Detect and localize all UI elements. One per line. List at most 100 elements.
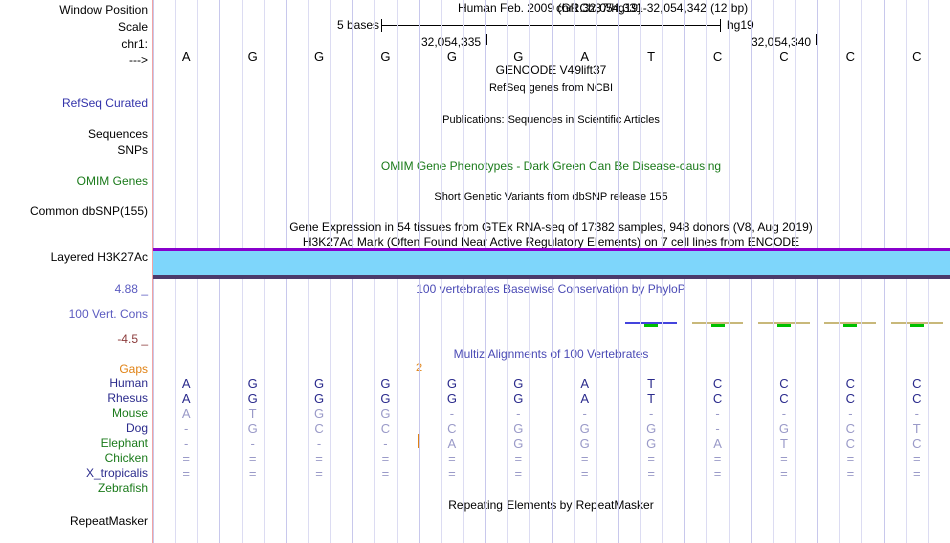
track-title-dbsnp: Short Genetic Variants from dbSNP releas… [434,191,668,203]
label-scale: Scale [117,20,148,34]
alignment-cell: = [912,451,921,466]
coord-left-label: 32,054,335 [421,35,482,49]
conservation-highlight [644,324,659,327]
alignment-cell: A [580,391,590,406]
alignment-cell: G [646,436,657,451]
alignment-cell: C [779,391,789,406]
label-chrom: chr1: [121,37,148,51]
conservation-highlight [710,324,725,327]
sequence-base: A [181,49,191,64]
alignment-cell: A [181,376,191,391]
alignment-cell: = [846,466,855,481]
track-title-gtex: Gene Expression in 54 tissues from GTEx … [289,220,813,234]
alignment-cell: - [184,436,189,451]
alignment-cell: = [381,451,390,466]
alignment-cell: G [380,391,391,406]
alignment-cell: G [778,421,790,436]
alignment-cell: = [448,466,456,481]
alignment-cell: = [580,451,589,466]
alignment-cell: - [250,436,255,451]
alignment-cell: = [713,466,722,481]
alignment-cell: G [313,376,325,391]
alignment-cell: G [579,436,590,451]
alignment-cell: C [380,421,391,436]
h3k27ac-bottom-border [153,275,950,279]
track-label-column: Window Position Scale chr1: ---> RefSeq … [0,0,152,543]
alignment-cell: G [579,421,590,436]
alignment-cell: C [845,376,856,391]
alignment-cell: = [912,466,921,481]
scale-tick-left [381,19,382,32]
alignment-cell: G [247,376,258,391]
conservation-bar [890,322,943,324]
alignment-cell: - [582,406,587,421]
label-sequences[interactable]: Sequences [87,127,148,141]
h3k27ac-fill [153,251,950,275]
label-refseq-curated[interactable]: RefSeq Curated [61,96,148,110]
sequence-base: C [779,49,789,64]
label-strand: ---> [129,53,148,67]
alignment-cell: - [449,406,455,421]
sequence-base: C [712,49,723,64]
alignment-cell: - [848,406,853,421]
alignment-cell: G [313,391,325,406]
sequence-base: G [247,49,258,64]
alignment-cell: G [446,391,457,406]
alignment-cell: T [912,421,921,436]
alignment-cell: = [315,451,323,466]
label-100-vert-cons[interactable]: 100 Vert. Cons [68,307,148,321]
label-gaps: Gaps [119,362,148,376]
left-edge-line [152,0,153,543]
alignment-cell: C [712,391,723,406]
alignment-cell: = [647,451,655,466]
alignment-cell: C [912,391,922,406]
alignment-cell: C [447,421,457,436]
label-cons-min: -4.5 _ [117,332,148,346]
alignment-cell: C [845,421,856,436]
alignment-cell: - [781,406,787,421]
alignment-cell: G [513,421,524,436]
label-window-position: Window Position [59,3,148,17]
alignment-cell: C [314,421,324,436]
alignment-cell: - [516,406,521,421]
species-label-chicken: Chicken [104,451,148,465]
track-title-omim: OMIM Gene Phenotypes - Dark Green Can Be… [380,159,722,173]
alignment-cell: = [182,466,190,481]
coord-right-label: 32,054,340 [751,35,812,49]
label-repeatmasker[interactable]: RepeatMasker [69,514,148,528]
species-label-rhesus: Rhesus [107,391,148,405]
conservation-highlight [776,324,791,327]
conservation-bar [758,322,810,324]
scale-bar-line [381,25,720,26]
alignment-cell: - [383,436,388,451]
label-common-dbsnp[interactable]: Common dbSNP(155) [29,204,148,218]
track-title-repeatmasker: Repeating Elements by RepeatMasker [448,498,654,512]
h3k27ac-signal-block[interactable] [153,248,950,280]
sequence-base: G [313,49,325,64]
track-title-refseq-ncbi: RefSeq genes from NCBI [488,82,614,94]
position-title: chr1:32,054,331-32,054,342 (12 bp) [556,1,749,15]
alignment-cell: G [646,421,657,436]
alignment-cell: G [247,391,258,406]
alignment-cell: A [580,376,590,391]
alignment-cell: = [846,451,855,466]
label-layered-h3k27ac[interactable]: Layered H3K27Ac [50,250,148,264]
alignment-cell: - [715,406,720,421]
alignment-cell: G [313,406,325,421]
alignment-cell: = [381,466,390,481]
sequence-base: C [912,49,922,64]
alignment-cell: C [845,391,856,406]
species-label-x_tropicalis: X_tropicalis [85,466,148,480]
alignment-cell: G [380,376,391,391]
alignment-cell: C [845,436,856,451]
label-omim-genes[interactable]: OMIM Genes [76,174,148,188]
sequence-base: G [446,49,457,64]
alignment-cell: A [181,406,191,421]
alignment-cell: G [247,421,258,436]
species-label-elephant: Elephant [100,436,148,450]
label-snps[interactable]: SNPs [117,143,148,157]
alignment-cell: C [779,376,789,391]
alignment-cell: A [713,436,722,451]
alignment-cell: C [912,376,922,391]
